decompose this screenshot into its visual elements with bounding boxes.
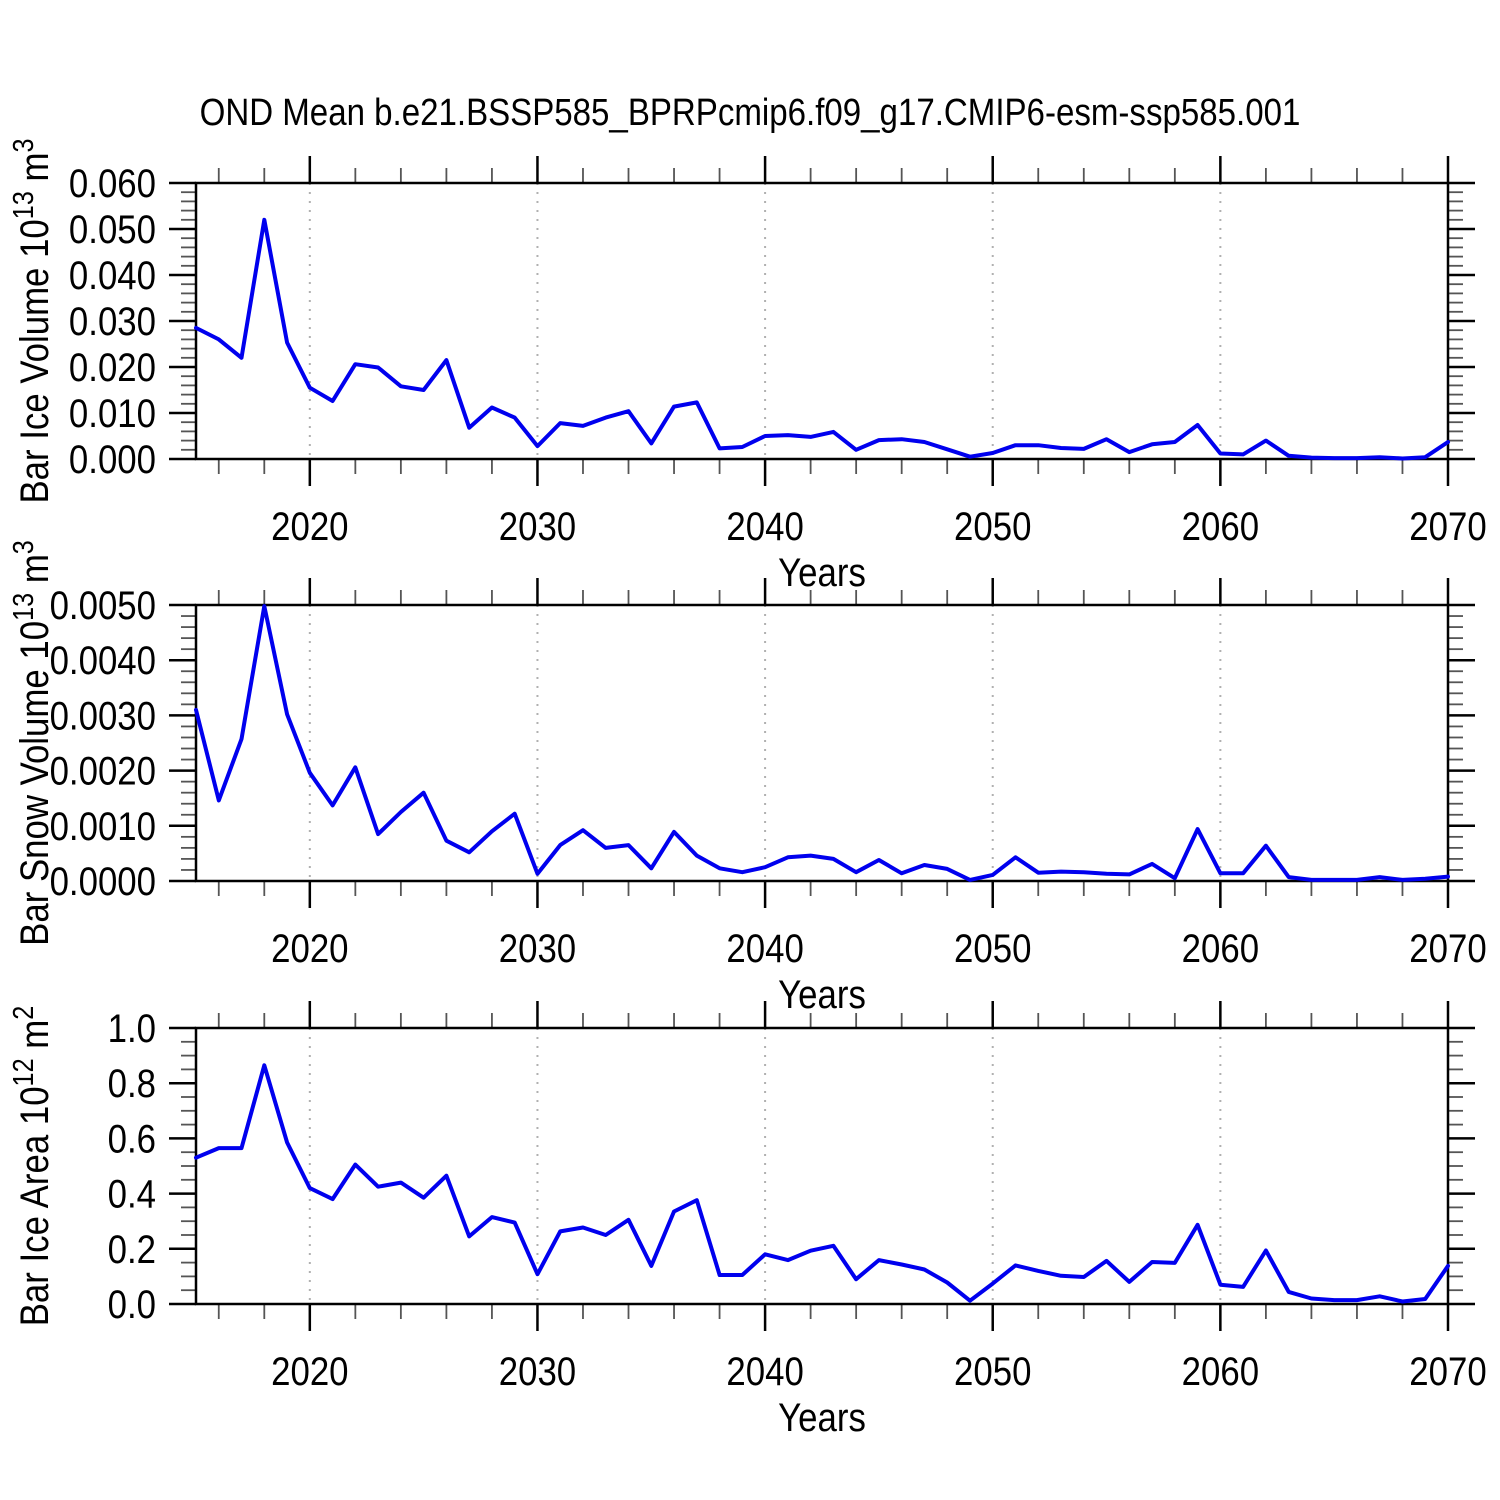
x-tick-label: 2020 — [271, 926, 348, 971]
y-tick-label: 0.0020 — [50, 748, 156, 793]
y-axis-title-bar-snow-volume: Bar Snow Volume 1013 m3 — [6, 540, 56, 946]
x-tick-label: 2040 — [726, 926, 803, 971]
y-tick-label: 0.0000 — [50, 859, 156, 904]
x-tick-label: 2030 — [499, 504, 576, 549]
y-tick-label: 0.8 — [108, 1061, 156, 1106]
x-axis-title: Years — [778, 550, 866, 595]
x-tick-label: 2070 — [1409, 926, 1486, 971]
x-tick-label: 2050 — [954, 1349, 1031, 1394]
y-tick-label: 1.0 — [108, 1006, 156, 1051]
y-tick-label: 0.0010 — [50, 804, 156, 849]
plot-frame — [194, 181, 1450, 461]
x-tick-label: 2040 — [726, 504, 803, 549]
x-tick-label: 2060 — [1182, 1349, 1259, 1394]
y-tick-label: 0.6 — [108, 1116, 156, 1161]
figure-title: OND Mean b.e21.BSSP585_BPRPcmip6.f09_g17… — [199, 92, 1301, 134]
y-tick-label: 0.010 — [69, 391, 156, 436]
x-tick-label: 2040 — [726, 1349, 803, 1394]
x-tick-label: 2050 — [954, 504, 1031, 549]
panel-bar-snow-volume: 0.0000 0.0010 0.0020 0.0030 0.0040 0.0050 2020… — [6, 540, 1486, 1016]
y-tick-label: 0.000 — [69, 437, 156, 482]
x-tick-label: 2060 — [1182, 504, 1259, 549]
y-tick-label: 0.020 — [69, 345, 156, 390]
series-line-bar-ice-volume — [194, 217, 1450, 461]
series-line-bar-ice-area — [194, 1063, 1450, 1304]
x-tick-label: 2070 — [1409, 1349, 1486, 1394]
x-tick-label: 2070 — [1409, 504, 1486, 549]
y-tick-label: 0.0050 — [50, 583, 156, 628]
x-tick-label: 2020 — [271, 1349, 348, 1394]
x-axis-title: Years — [778, 972, 866, 1017]
y-axis-title-bar-ice-area: Bar Ice Area 1012 m2 — [6, 1006, 56, 1327]
y-tick-label: 0.0 — [108, 1282, 156, 1327]
y-tick-label: 0.030 — [69, 299, 156, 344]
x-tick-label: 2020 — [271, 504, 348, 549]
y-tick-label: 0.0040 — [50, 638, 156, 683]
y-tick-label: 0.040 — [69, 253, 156, 298]
y-tick-label: 0.4 — [108, 1171, 156, 1216]
x-tick-label: 2030 — [499, 1349, 576, 1394]
plot-frame — [194, 1026, 1450, 1306]
y-tick-label: 0.050 — [69, 207, 156, 252]
x-tick-label: 2030 — [499, 926, 576, 971]
y-tick-label: 0.060 — [69, 161, 156, 206]
y-tick-label: 0.0030 — [50, 693, 156, 738]
y-tick-label: 0.2 — [108, 1227, 156, 1272]
y-axis-title-bar-ice-volume: Bar Ice Volume 1013 m3 — [6, 138, 56, 503]
x-axis-title: Years — [778, 1395, 866, 1440]
series-line-bar-snow-volume — [194, 604, 1450, 882]
panel-bar-ice-area: 0.0 0.2 0.4 0.6 0.8 1.0 2020 2030 2040 2050 2060 20… — [6, 1001, 1487, 1440]
plot-frame — [194, 603, 1450, 883]
x-tick-label: 2060 — [1182, 926, 1259, 971]
x-tick-label: 2050 — [954, 926, 1031, 971]
